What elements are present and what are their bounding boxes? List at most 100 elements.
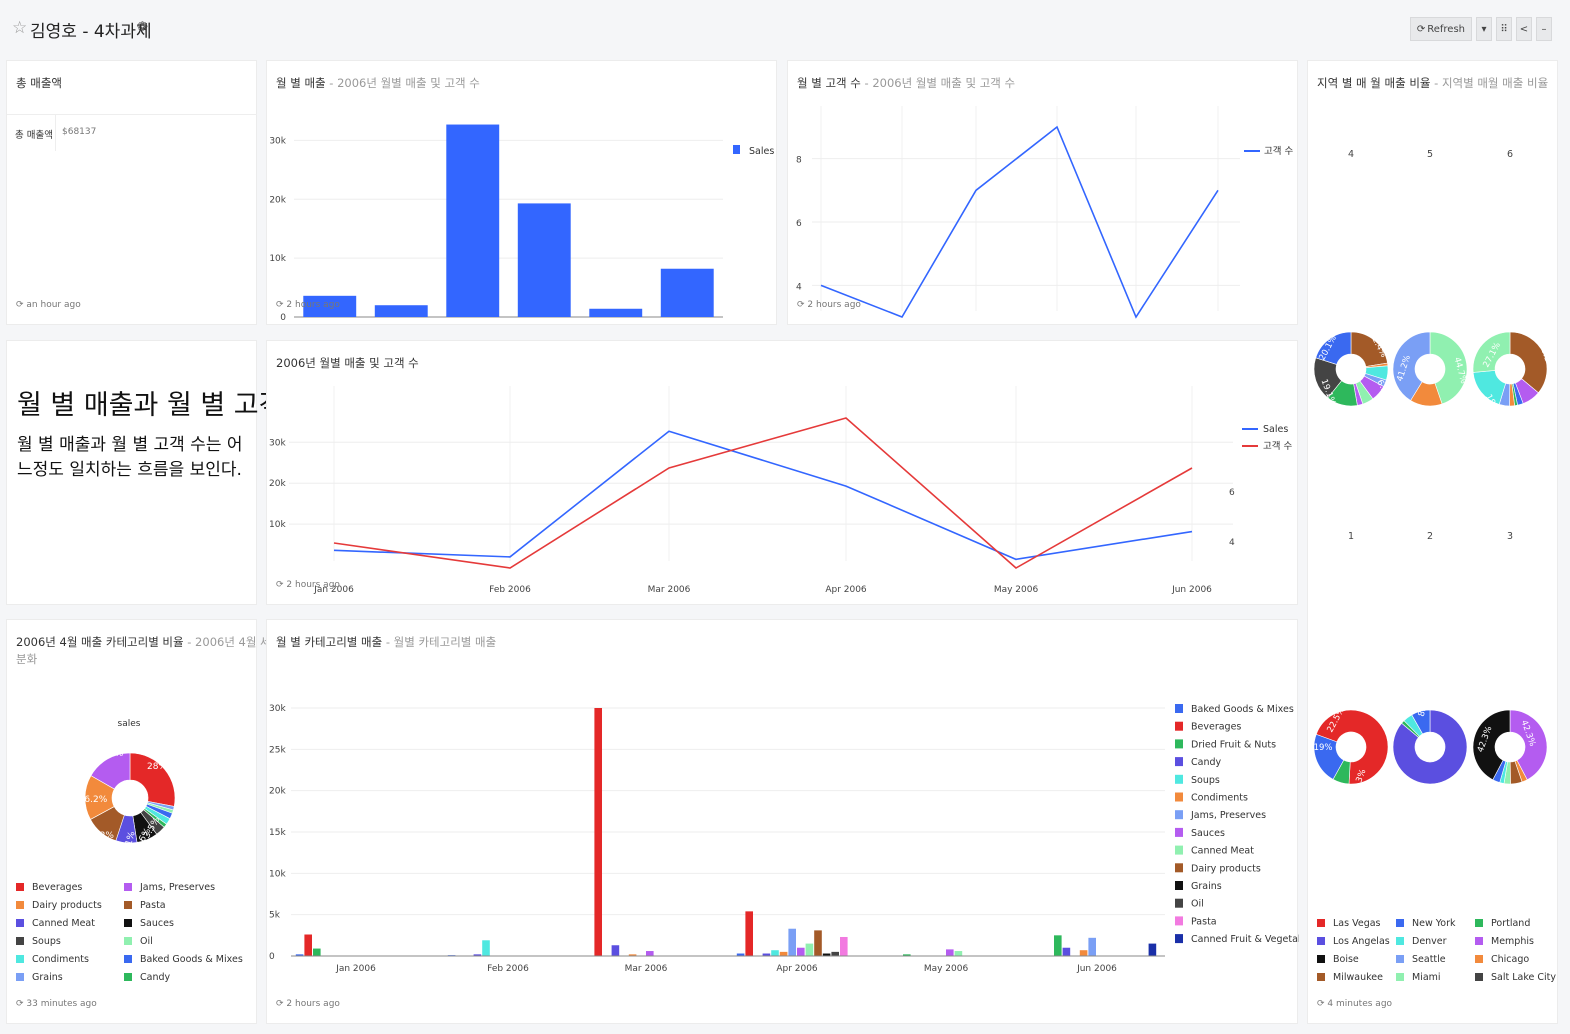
legend-item[interactable]: New York: [1396, 916, 1475, 930]
legend-label: Sales: [1263, 424, 1288, 435]
series-line: [333, 417, 1193, 569]
legend-label: Baked Goods & Mixes: [1191, 704, 1294, 715]
edit-layout-button[interactable]: ⠿: [1496, 17, 1512, 41]
pie-slice-label: 14.1%: [1411, 406, 1438, 416]
legend-item[interactable]: Seattle: [1396, 952, 1475, 966]
panel-subtitle: - 2006년 월별 매출 및 고객 수: [329, 76, 480, 90]
legend-item[interactable]: Baked Goods & Mixes: [124, 952, 243, 966]
legend-item[interactable]: Dairy products: [16, 898, 124, 912]
legend-item[interactable]: Boise: [1317, 952, 1396, 966]
legend-item[interactable]: Condiments: [16, 952, 124, 966]
panel-subtitle: - 지역별 매월 매출 비율: [1434, 76, 1549, 90]
bar: [295, 954, 304, 956]
legend-item[interactable]: Salt Lake City: [1475, 970, 1556, 984]
legend-item[interactable]: Grains: [16, 970, 124, 984]
refresh-button[interactable]: ⟳ Refresh: [1409, 17, 1472, 41]
more-button[interactable]: –: [1536, 17, 1552, 41]
star-icon[interactable]: ☆: [12, 18, 28, 38]
legend-swatch: [124, 883, 132, 891]
total-sales-table: 총 매출액 $68137: [7, 114, 257, 151]
legend-swatch: [16, 901, 24, 909]
bar: [1148, 943, 1157, 956]
legend-label: Denver: [1412, 935, 1447, 947]
legend-swatch: [1175, 774, 1183, 784]
series-line: [820, 125, 1219, 319]
pie-slice: [1392, 331, 1431, 401]
legend-label: Sauces: [1191, 828, 1225, 839]
legend-item[interactable]: Soups: [16, 934, 124, 948]
legend-label: Canned Fruit & Vegetables: [1191, 934, 1299, 945]
legend-swatch: [1175, 898, 1183, 908]
legend-item[interactable]: Portland: [1475, 916, 1554, 930]
legend-label: Dried Fruit & Nuts: [1191, 739, 1276, 750]
legend-label: Seattle: [1412, 953, 1446, 965]
legend-item[interactable]: Denver: [1396, 934, 1475, 948]
april-pie-legend: Beverages Jams, Preserves Dairy products Pa…: [16, 880, 243, 984]
legend-item[interactable]: Los Angelas: [1317, 934, 1396, 948]
panel-title-main: 2006년 4월 매출 카테고리별 비율: [16, 635, 184, 649]
legend-item[interactable]: Jams, Preserves: [124, 880, 232, 894]
gear-icon[interactable]: ❁: [137, 20, 148, 35]
bar: [1079, 950, 1088, 956]
legend-swatch: [124, 955, 132, 963]
combined-panel: 2006년 월별 매출 및 고객 수 10k 20k 30k 4 6 Jan 2006 Fe…: [266, 340, 1298, 605]
legend-item[interactable]: Pasta: [124, 898, 232, 912]
y-tick-label: 30k: [269, 704, 286, 714]
region-pies-panel: 지역 별 매 월 매출 비율 - 지역별 매월 매출 비율 4 22.4% 6.2%…: [1307, 60, 1558, 1024]
legend-item[interactable]: Miami: [1396, 970, 1475, 984]
legend-swatch: [16, 973, 24, 981]
x-tick-label: Mar 2006: [625, 964, 668, 974]
share-button[interactable]: <: [1516, 17, 1532, 41]
bar: [660, 268, 714, 317]
bar: [304, 934, 312, 956]
legend-swatch: [1475, 973, 1483, 981]
legend-item[interactable]: Canned Meat: [16, 916, 124, 930]
last-updated: 2 hours ago: [286, 300, 340, 310]
legend-item[interactable]: Candy: [124, 970, 232, 984]
panel-title: 월 별 고객 수 - 2006년 월별 매출 및 고객 수: [797, 75, 1015, 91]
legend-item[interactable]: Oil: [124, 934, 232, 948]
legend-swatch: [16, 919, 24, 927]
facet-label: 5: [1427, 149, 1433, 160]
legend-label: Milwaukee: [1333, 971, 1383, 983]
legend-label: Portland: [1491, 917, 1531, 929]
panel-footer: ⟳ 2 hours ago: [276, 300, 340, 310]
bar: [1054, 935, 1062, 956]
legend-label: Canned Meat: [1191, 846, 1254, 857]
legend-item[interactable]: Milwaukee: [1317, 970, 1396, 984]
legend-item[interactable]: Beverages: [16, 880, 124, 894]
pie-slice: [1313, 733, 1345, 780]
legend-label: Canned Meat: [32, 917, 95, 929]
refresh-dropdown-button[interactable]: ▾: [1476, 17, 1492, 41]
pie-slice: [1315, 709, 1389, 785]
legend-item[interactable]: Las Vegas: [1317, 916, 1396, 930]
y-tick-label: 5k: [269, 911, 281, 921]
april-pie-panel: 2006년 4월 매출 카테고리별 비율 - 2006년 4월 세 분화 sal…: [6, 619, 271, 1024]
legend-swatch: [16, 955, 24, 963]
y-tick-label: 30k: [269, 136, 286, 146]
legend-swatch: [1475, 919, 1483, 927]
bar: [745, 911, 753, 956]
bar: [903, 954, 911, 956]
legend-swatch: [16, 883, 24, 891]
legend-label: Salt Lake City: [1491, 971, 1556, 983]
panel-footer: ⟳ 2 hours ago: [276, 999, 340, 1009]
panel-title: 총 매출액: [16, 76, 62, 90]
legend-swatch: [1175, 704, 1183, 713]
legend-item[interactable]: Memphis: [1475, 934, 1554, 948]
monthly-customers-panel: 월 별 고객 수 - 2006년 월별 매출 및 고객 수 468Jan 200…: [787, 60, 1298, 325]
panel-title-main: 월 별 고객 수: [797, 76, 861, 90]
y-tick-label: 8: [796, 156, 802, 166]
y-tick-label: 15k: [269, 828, 286, 838]
pie-slice: [90, 752, 131, 790]
pie-slice-label: 12%: [94, 831, 114, 841]
pie-slice-label: 86.1%: [1428, 781, 1450, 810]
legend-label: Dairy products: [1191, 863, 1261, 874]
y-tick-label: 10k: [269, 869, 286, 879]
legend-item[interactable]: Sauces: [124, 916, 232, 930]
legend-item[interactable]: Chicago: [1475, 952, 1554, 966]
bar: [814, 930, 822, 956]
bar: [446, 124, 500, 317]
legend-swatch: [1317, 955, 1325, 963]
x-tick-label: Jan 2006: [313, 585, 354, 595]
